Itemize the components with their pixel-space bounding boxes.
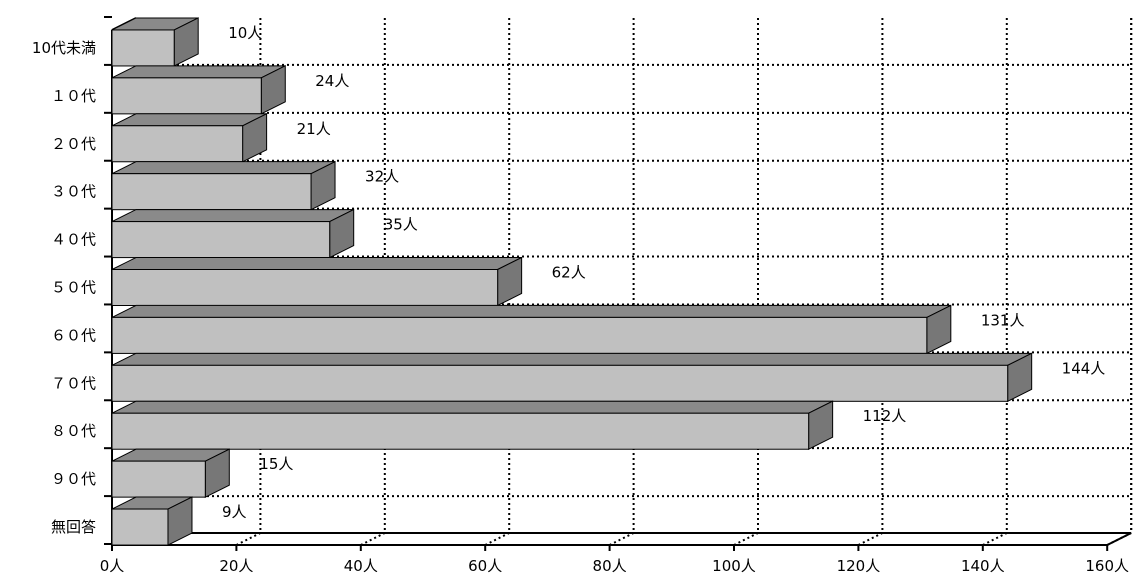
x-tick-label: 100人 (712, 557, 756, 575)
data-label: 35人 (384, 216, 418, 234)
x-tick-label: 20人 (219, 557, 253, 575)
grid-line-floor (484, 532, 510, 546)
bar-top-face (111, 113, 267, 127)
x-tick-label: 160人 (1085, 557, 1129, 575)
bar (111, 29, 175, 67)
category-label: ８０代 (51, 422, 96, 440)
bar-top-face (111, 161, 336, 175)
bar-top-face (111, 352, 1032, 366)
category-label: ６０代 (51, 326, 96, 344)
data-label: 15人 (259, 455, 293, 473)
grid-line-floor (733, 532, 759, 546)
bar (111, 77, 262, 115)
axis-layer (104, 16, 1132, 551)
category-label: ５０代 (51, 279, 96, 297)
bar (111, 364, 1009, 402)
grid-line-floor (360, 532, 386, 546)
bar (111, 316, 928, 354)
bar (111, 508, 169, 546)
grid-line-floor (982, 532, 1008, 546)
x-tick-label: 140人 (961, 557, 1005, 575)
bar (111, 269, 499, 306)
bar (111, 460, 206, 498)
data-label: 10人 (228, 24, 262, 42)
bar-top-face (111, 209, 354, 223)
category-label: ７０代 (51, 374, 96, 392)
category-label: 10代未満 (32, 39, 96, 57)
bar (111, 125, 244, 163)
bar-top-face (111, 257, 522, 270)
bar (111, 412, 810, 450)
grid-line-floor (235, 532, 261, 546)
x-tick-label: 120人 (837, 557, 881, 575)
bar-top-face (111, 304, 952, 318)
data-label: 112人 (863, 407, 907, 425)
bar-layer (111, 17, 1033, 546)
label-layer: 0人 20人 40人 60人 80人 100人 120人 140人 160人 10代未満 10人 １０… (32, 24, 1129, 575)
grid-line-floor (857, 532, 883, 546)
x-tick-label: 60人 (468, 557, 502, 575)
data-label: 131人 (981, 311, 1025, 329)
data-label: 21人 (297, 120, 331, 138)
data-label: 9人 (222, 503, 247, 521)
category-label: ３０代 (51, 183, 96, 201)
category-label: 無回答 (51, 518, 96, 536)
x-axis-depth-right (1106, 532, 1132, 546)
category-label: ９０代 (51, 470, 96, 488)
grid-line-floor (609, 532, 635, 546)
bar-top-face (111, 65, 286, 79)
category-label: １０代 (51, 87, 96, 105)
data-label: 32人 (365, 168, 399, 186)
x-tick-label: 80人 (593, 557, 627, 575)
category-label: ２０代 (51, 135, 96, 153)
bar-top-face (111, 400, 833, 414)
x-tick-label: 40人 (344, 557, 378, 575)
category-label: ４０代 (51, 231, 96, 249)
data-label: 144人 (1062, 359, 1106, 377)
data-label: 24人 (315, 72, 349, 90)
x-tick-label: 0人 (100, 557, 125, 575)
data-label: 62人 (552, 264, 586, 282)
bar (111, 173, 312, 211)
bar (111, 221, 331, 259)
